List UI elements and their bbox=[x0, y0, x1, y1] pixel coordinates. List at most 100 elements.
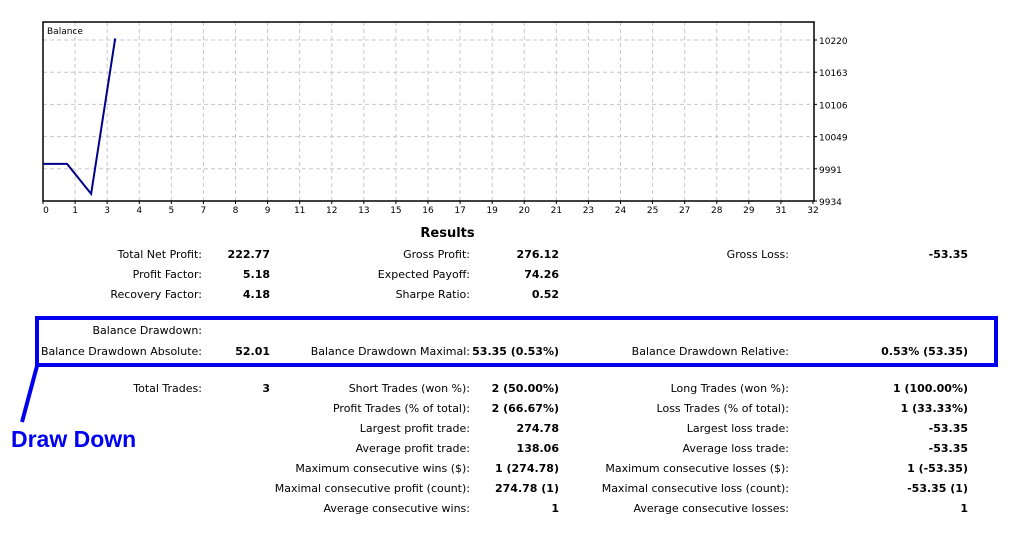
balance-chart: 0 1 3 4 5 7 8 9 11 12 13 15 16 17 19 20 21 23 24 25 27 28 29 31… bbox=[42, 21, 848, 216]
stat-label: Short Trades (won %): bbox=[348, 382, 470, 395]
stat-value: 5.18 bbox=[242, 268, 270, 281]
y-tick-label: 10163 bbox=[819, 69, 848, 79]
stat-label: Recovery Factor: bbox=[110, 288, 202, 301]
x-tick-label: 21 bbox=[551, 206, 562, 216]
x-tick-label: 12 bbox=[326, 206, 337, 216]
x-tick-label: 19 bbox=[486, 206, 498, 216]
stat-value: 52.01 bbox=[235, 345, 270, 358]
stat-value: 1 (-53.35) bbox=[907, 462, 968, 475]
x-tick-label: 27 bbox=[679, 206, 690, 216]
stat-label: Gross Loss: bbox=[726, 248, 789, 261]
stat-label: Maximum consecutive losses ($): bbox=[605, 462, 789, 475]
stat-value: 0.53% (53.35) bbox=[881, 345, 968, 358]
x-tick-label: 23 bbox=[583, 206, 594, 216]
x-tick-label: 17 bbox=[454, 206, 465, 216]
x-tick-label: 0 bbox=[43, 206, 49, 216]
stat-value: 1 (100.00%) bbox=[892, 382, 968, 395]
stat-value: -53.35 bbox=[928, 248, 968, 261]
x-tick-label: 5 bbox=[168, 206, 174, 216]
plot-frame bbox=[42, 21, 815, 202]
x-tick-label: 24 bbox=[615, 206, 627, 216]
results-row: Profit Factor: 5.18 Expected Payoff: 74.26 bbox=[0, 267, 1009, 283]
stat-label: Average profit trade: bbox=[355, 442, 470, 455]
results-row: Total Trades: 3 Short Trades (won %): 2 (50… bbox=[0, 381, 1009, 397]
stat-value: 1 bbox=[551, 502, 559, 515]
stat-label: Profit Factor: bbox=[132, 268, 202, 281]
stat-label: Maximal consecutive loss (count): bbox=[601, 482, 789, 495]
drawdown-highlight-box bbox=[35, 316, 998, 367]
stat-value: 276.12 bbox=[516, 248, 559, 261]
x-tick-label: 29 bbox=[743, 206, 755, 216]
balance-line bbox=[43, 38, 117, 197]
stat-label: Maximal consecutive profit (count): bbox=[274, 482, 470, 495]
stat-label: Balance Drawdown Maximal: bbox=[310, 345, 470, 358]
x-tick-label: 11 bbox=[294, 206, 305, 216]
results-title: Results bbox=[420, 226, 475, 241]
results-row: Total Net Profit: 222.77 Gross Profit: 276.… bbox=[0, 247, 1009, 263]
stat-value: 1 bbox=[960, 502, 968, 515]
results-row: Average profit trade: 138.06 Average loss … bbox=[0, 441, 1009, 457]
stat-value: 74.26 bbox=[524, 268, 559, 281]
stat-label: Largest profit trade: bbox=[359, 422, 470, 435]
stat-label: Sharpe Ratio: bbox=[395, 288, 470, 301]
stat-label: Expected Payoff: bbox=[377, 268, 470, 281]
stat-label: Maximum consecutive wins ($): bbox=[295, 462, 470, 475]
stat-value: 2 (66.67%) bbox=[491, 402, 559, 415]
stat-label: Gross Profit: bbox=[403, 248, 470, 261]
y-tick-label: 10049 bbox=[819, 134, 848, 144]
stat-label: Total Net Profit: bbox=[117, 248, 202, 261]
x-tick-label: 31 bbox=[775, 206, 786, 216]
x-tick-label: 32 bbox=[807, 206, 818, 216]
x-tick-label: 7 bbox=[201, 206, 207, 216]
stat-label: Loss Trades (% of total): bbox=[656, 402, 789, 415]
stat-label: Total Trades: bbox=[133, 382, 202, 395]
x-tick-label: 8 bbox=[233, 206, 239, 216]
stat-value: 274.78 (1) bbox=[495, 482, 559, 495]
stat-label: Profit Trades (% of total): bbox=[332, 402, 470, 415]
results-row: Profit Trades (% of total): 2 (66.67%) Los… bbox=[0, 401, 1009, 417]
x-tick-label: 3 bbox=[104, 206, 110, 216]
x-tick-label: 16 bbox=[422, 206, 434, 216]
stat-value: 53.35 (0.53%) bbox=[472, 345, 559, 358]
stat-value: 274.78 bbox=[516, 422, 559, 435]
x-tick-label: 28 bbox=[711, 206, 723, 216]
stat-value: -53.35 (1) bbox=[907, 482, 968, 495]
stat-value: 2 (50.00%) bbox=[491, 382, 559, 395]
results-row: Balance Drawdown: bbox=[0, 323, 1009, 339]
stat-label: Average consecutive losses: bbox=[633, 502, 789, 515]
stat-label: Average consecutive wins: bbox=[323, 502, 470, 515]
results-row: Maximal consecutive profit (count): 274.7… bbox=[0, 481, 1009, 497]
results-row: Average consecutive wins: 1 Average consec… bbox=[0, 501, 1009, 517]
results-row: Recovery Factor: 4.18 Sharpe Ratio: 0.52 bbox=[0, 287, 1009, 303]
x-tick-label: 20 bbox=[519, 206, 531, 216]
stat-value: 138.06 bbox=[516, 442, 559, 455]
y-tick-label: 10220 bbox=[819, 37, 848, 47]
x-tick-label: 13 bbox=[358, 206, 369, 216]
results-row: Balance Drawdown Absolute: 52.01 Balance D… bbox=[0, 344, 1009, 360]
stat-label: Balance Drawdown Relative: bbox=[631, 345, 789, 358]
stat-value: -53.35 bbox=[928, 442, 968, 455]
annotation-pointer-line bbox=[20, 365, 39, 423]
stat-value: 0.52 bbox=[531, 288, 559, 301]
chart-title: Balance bbox=[47, 27, 83, 37]
x-tick-label: 4 bbox=[136, 206, 142, 216]
stat-value: 1 (274.78) bbox=[495, 462, 559, 475]
y-tick-label: 9991 bbox=[819, 166, 842, 176]
stat-label: Long Trades (won %): bbox=[670, 382, 789, 395]
stat-label: Balance Drawdown Absolute: bbox=[40, 345, 202, 358]
y-tick-label: 9934 bbox=[819, 198, 842, 208]
y-tick-label: 10106 bbox=[819, 101, 848, 111]
stat-label: Largest loss trade: bbox=[686, 422, 789, 435]
stat-value: 3 bbox=[262, 382, 270, 395]
stat-label: Average loss trade: bbox=[682, 442, 789, 455]
stat-value: 4.18 bbox=[242, 288, 270, 301]
stat-value: -53.35 bbox=[928, 422, 968, 435]
stat-value: 222.77 bbox=[227, 248, 270, 261]
x-tick-label: 1 bbox=[72, 206, 78, 216]
results-row: Largest profit trade: 274.78 Largest loss … bbox=[0, 421, 1009, 437]
stat-value: 1 (33.33%) bbox=[900, 402, 968, 415]
x-tick-label: 9 bbox=[265, 206, 271, 216]
drawdown-annotation-label: Draw Down bbox=[11, 426, 137, 452]
stat-label: Balance Drawdown: bbox=[92, 324, 202, 337]
results-row: Maximum consecutive wins ($): 1 (274.78) M… bbox=[0, 461, 1009, 477]
